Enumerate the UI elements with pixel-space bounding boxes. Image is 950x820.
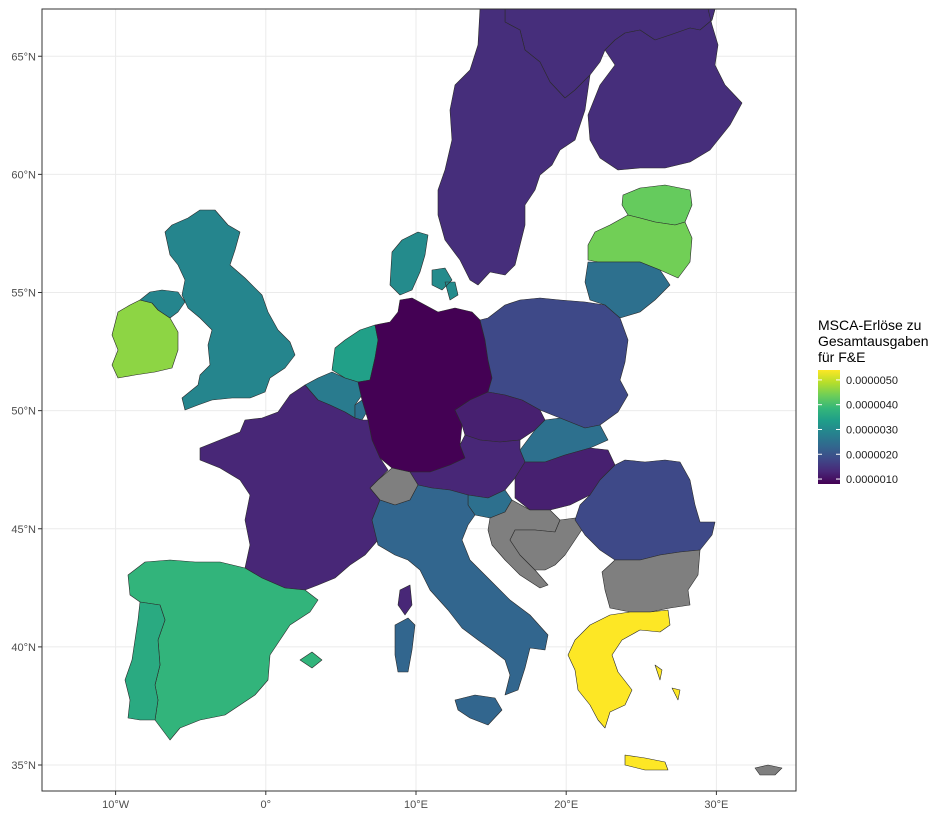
y-tick-label: 60°N	[11, 169, 36, 181]
legend-title-line-2: Gesamtausgaben	[818, 333, 929, 349]
legend-tick-label: 0.0000020	[846, 449, 898, 461]
legend-tick-label: 0.0000030	[846, 424, 898, 436]
country-layer	[111, 8, 783, 776]
x-tick-label: 20°E	[554, 799, 578, 811]
legend-ticks: 0.0000050 0.0000040 0.0000030 0.0000020 0.00…	[818, 375, 898, 486]
region-romania[interactable]	[574, 459, 716, 561]
legend-tick-label: 0.0000050	[846, 375, 898, 387]
legend-title-line-3: für F&E	[818, 349, 865, 365]
legend: MSCA-Erlöse zu Gesamtausgaben für F&E 0.…	[818, 317, 929, 486]
region-bulgaria[interactable]	[601, 549, 701, 613]
region-cyprus[interactable]	[754, 764, 783, 776]
region-france[interactable]	[199, 384, 413, 616]
x-tick-label: 10°E	[404, 799, 428, 811]
region-denmark[interactable]	[389, 231, 459, 301]
x-tick-label: 0°	[261, 799, 272, 811]
axis-ticks: 10°W 0° 10°E 20°E 30°E 65°N 60°N 55°N 50°N 45°N 40…	[11, 51, 728, 811]
y-tick-label: 50°N	[11, 406, 36, 418]
x-tick-label: 30°E	[704, 799, 728, 811]
region-greece[interactable]	[567, 609, 681, 771]
legend-colorbar	[818, 370, 840, 484]
legend-tick-label: 0.0000010	[846, 474, 898, 486]
region-poland[interactable]	[479, 297, 629, 429]
region-bosnia[interactable]	[509, 517, 586, 571]
region-portugal[interactable]	[124, 601, 166, 721]
x-tick-label: 10°W	[102, 799, 130, 811]
region-lithuania[interactable]	[584, 261, 671, 319]
legend-tick-label: 0.0000040	[846, 400, 898, 412]
y-tick-label: 45°N	[11, 524, 36, 536]
y-tick-label: 40°N	[11, 642, 36, 654]
region-united-kingdom[interactable]	[139, 209, 296, 411]
region-finland[interactable]	[587, 8, 743, 171]
y-tick-label: 35°N	[11, 760, 36, 772]
y-tick-label: 65°N	[11, 51, 36, 63]
panel-border	[41, 8, 797, 792]
legend-title-line-1: MSCA-Erlöse zu	[818, 317, 921, 333]
region-sweden[interactable]	[437, 8, 591, 286]
y-tick-label: 55°N	[11, 288, 36, 300]
region-italy[interactable]	[371, 484, 549, 726]
